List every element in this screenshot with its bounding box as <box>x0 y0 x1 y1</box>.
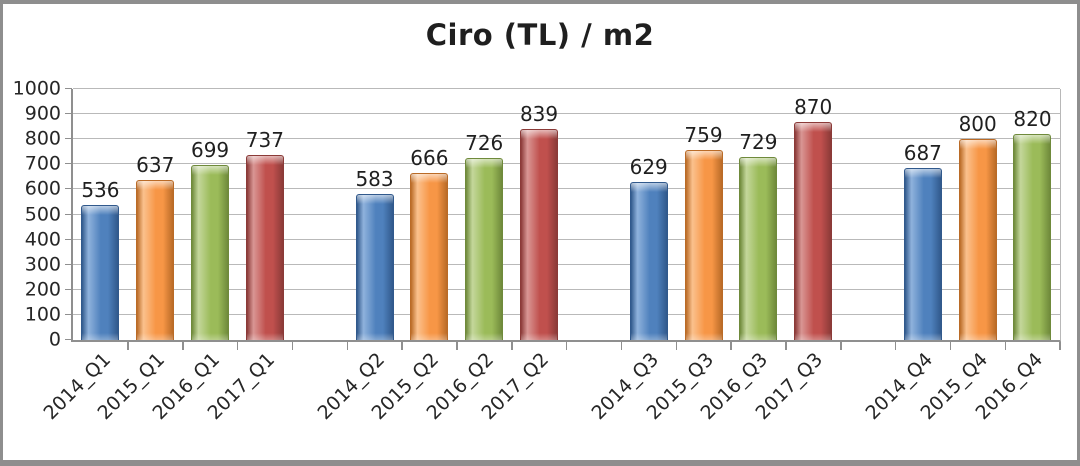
category-slot-2014_Q3: 629 2014_Q3 <box>587 89 677 424</box>
gridline <box>73 288 1060 290</box>
y-axis-label: 0 <box>48 328 61 351</box>
bar-value-label: 800 <box>958 112 997 137</box>
y-axis-tick <box>65 288 72 290</box>
category-slot-2014_Q1: 536 2014_Q1 <box>39 89 129 424</box>
gridline <box>73 188 1060 190</box>
y-axis-label: 100 <box>24 303 61 326</box>
category-slot-2015_Q3: 759 2015_Q3 <box>642 89 732 424</box>
category-slot-2016_Q3: 729 2016_Q3 <box>697 89 787 424</box>
bar-2016_Q4: 820 <box>1013 109 1052 340</box>
y-axis-label: 200 <box>24 278 61 301</box>
y-axis-label: 400 <box>24 228 61 251</box>
category-slot-2017_Q2: 839 2017_Q2 <box>478 89 568 424</box>
bar-2016_Q1: 699 <box>191 140 229 340</box>
gridline <box>73 163 1060 165</box>
bar-value-label: 666 <box>410 145 449 170</box>
category-slot-2014_Q2: 583 2014_Q2 <box>313 89 403 424</box>
category-slot-2016_Q4: 820 2016_Q4 <box>971 89 1061 424</box>
bar-2015_Q2: 666 <box>410 148 448 340</box>
bar-2015_Q4: 800 <box>959 114 997 340</box>
gridline <box>73 263 1060 265</box>
bar-2017_Q3: 870 <box>794 97 832 340</box>
y-axis-label: 900 <box>24 102 61 125</box>
plot-area: 536 2014_Q1 637 2015_Q1 699 2016_Q1 737 2017_Q1… <box>13 79 1061 424</box>
y-axis-label: 300 <box>24 253 61 276</box>
bar-value-label: 839 <box>519 102 559 127</box>
y-axis-tick <box>65 339 72 340</box>
bar-value-label: 737 <box>245 128 284 153</box>
y-axis-tick <box>65 188 72 190</box>
bar-2015_Q3: 759 <box>684 125 723 340</box>
y-axis-tick <box>65 313 72 315</box>
y-axis-tick <box>65 238 72 240</box>
y-axis-tick <box>65 163 72 165</box>
bar-value-label: 629 <box>629 155 668 180</box>
gridline <box>73 138 1060 140</box>
chart-title: Ciro (TL) / m2 <box>425 18 655 52</box>
bar-2014_Q1: 536 <box>81 180 120 340</box>
category-slot-2015_Q4: 800 2015_Q4 <box>916 89 1006 424</box>
bar-2016_Q2: 726 <box>465 133 503 340</box>
y-axis-label: 700 <box>24 152 61 175</box>
category-slot-2017_Q3: 870 2017_Q3 <box>752 89 842 424</box>
bar-2014_Q2: 583 <box>355 169 394 340</box>
category-slot-2015_Q2: 666 2015_Q2 <box>368 89 458 424</box>
bar-value-label: 729 <box>739 130 778 155</box>
bar-value-label: 820 <box>1013 107 1052 132</box>
spacer-slot <box>292 89 348 350</box>
bar-value-label: 726 <box>465 130 504 155</box>
y-axis-tick <box>65 263 72 265</box>
y-axis-label: 600 <box>24 177 61 200</box>
gridline <box>73 113 1060 115</box>
bar-value-label: 699 <box>190 137 230 162</box>
y-axis-tick <box>65 88 72 89</box>
spacer-slot <box>566 89 623 350</box>
gridline <box>73 313 1060 315</box>
bar-chart: 536 2014_Q1 637 2015_Q1 699 2016_Q1 737 2017_Q1… <box>13 79 1061 424</box>
bar-2016_Q3: 729 <box>739 132 777 340</box>
category-slot-2016_Q1: 699 2016_Q1 <box>149 89 239 424</box>
bar-value-label: 637 <box>136 153 175 178</box>
y-axis-label: 500 <box>24 203 61 225</box>
bar-value-label: 536 <box>81 178 120 203</box>
bar-2015_Q1: 637 <box>136 155 174 340</box>
category-slot-2015_Q1: 637 2015_Q1 <box>94 89 184 424</box>
category-slot-2014_Q4: 687 2014_Q4 <box>861 89 952 424</box>
gridline <box>73 213 1060 215</box>
bar-2014_Q3: 629 <box>630 157 668 340</box>
y-axis-label: 800 <box>24 127 61 150</box>
bar-value-label: 687 <box>903 140 942 165</box>
y-axis-tick <box>65 213 72 215</box>
category-slot-2017_Q1: 737 2017_Q1 <box>203 89 294 424</box>
y-axis-tick <box>65 113 72 115</box>
category-slot-2016_Q2: 726 2016_Q2 <box>423 89 513 424</box>
gridline <box>73 88 1060 89</box>
y-axis-label: 1000 <box>12 77 61 100</box>
y-axis-tick <box>65 138 72 140</box>
gridline <box>73 238 1060 240</box>
bars-layer: 536 2014_Q1 637 2015_Q1 699 2016_Q1 737 2017_Q1… <box>39 89 1061 424</box>
bar-2014_Q4: 687 <box>904 143 942 340</box>
bar-value-label: 870 <box>794 94 833 119</box>
bar-2017_Q2: 839 <box>520 104 558 340</box>
spacer-slot <box>841 89 897 350</box>
bar-value-label: 759 <box>684 122 723 147</box>
bar-value-label: 583 <box>355 166 394 191</box>
bar-2017_Q1: 737 <box>246 130 284 340</box>
